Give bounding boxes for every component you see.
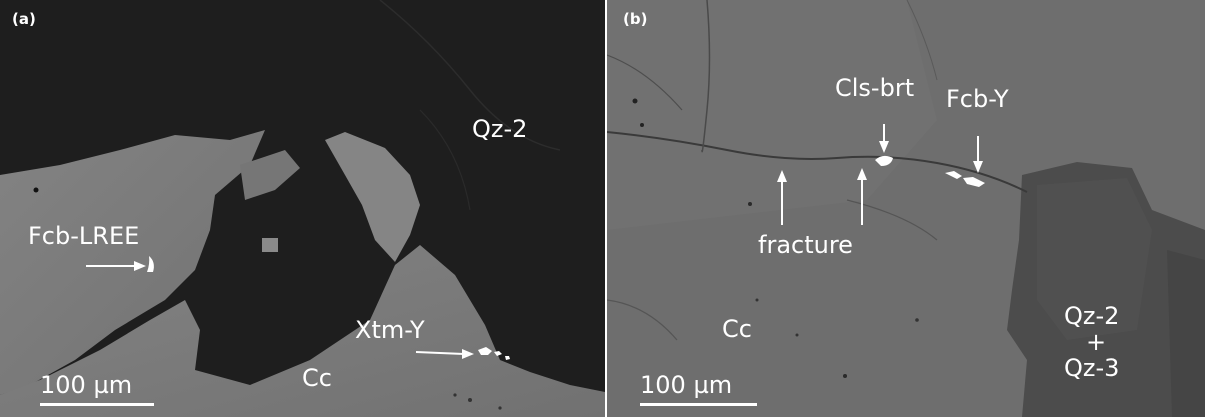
- scale-bar-a: [40, 403, 154, 406]
- arrow-fracture-right: [857, 168, 867, 225]
- calcite-region-bottom: [0, 245, 605, 417]
- scale-bar-label-a: 100 µm: [40, 371, 133, 399]
- label-cc-b: Cc: [722, 315, 752, 343]
- arrow-fracture-left: [777, 170, 787, 225]
- fcb-y-grains: [945, 171, 985, 187]
- label-qz2-b: Qz-2: [1064, 302, 1120, 330]
- label-cls-brt: Cls-brt: [835, 74, 915, 102]
- panel-a-micrograph: [0, 0, 605, 417]
- panel-a-letter: (a): [12, 10, 36, 28]
- label-plus: +: [1086, 328, 1107, 356]
- label-cc: Cc: [302, 364, 332, 392]
- scale-bar-b: [640, 403, 757, 406]
- label-fracture: fracture: [758, 231, 853, 259]
- cls-brt-grain: [875, 155, 893, 166]
- panel-b-micrograph: [607, 0, 1205, 417]
- arrow-fcb-y: [973, 136, 983, 173]
- calcite-sliver: [240, 150, 300, 200]
- calcite-crystal-center: [325, 132, 420, 262]
- label-xtm-y: Xtm-Y: [355, 316, 425, 344]
- fcb-lree-grain: [147, 256, 154, 272]
- scale-bar-label-b: 100 µm: [640, 371, 733, 399]
- sem-image-panel-a: (a) Qz-2 Fcb-LREE Xtm-Y Cc 100 µm: [0, 0, 605, 417]
- panel-b-letter: (b): [623, 10, 648, 28]
- xtm-y-grains: [478, 347, 510, 360]
- calcite-region-left: [0, 130, 265, 395]
- sem-image-panel-b: (b) Cls-brt Fcb-Y fracture Cc Qz-2 + Qz-…: [607, 0, 1205, 417]
- label-qz3: Qz-3: [1064, 354, 1120, 382]
- label-qz2: Qz-2: [472, 115, 528, 143]
- main-fracture: [607, 131, 1028, 193]
- arrow-cls-brt: [879, 124, 889, 153]
- arrow-fcb-lree: [86, 261, 146, 271]
- label-fcb-y: Fcb-Y: [946, 85, 1009, 113]
- label-fcb-lree: Fcb-LREE: [28, 222, 140, 250]
- arrow-xtm-y: [415, 349, 474, 359]
- calcite-speck: [262, 238, 278, 252]
